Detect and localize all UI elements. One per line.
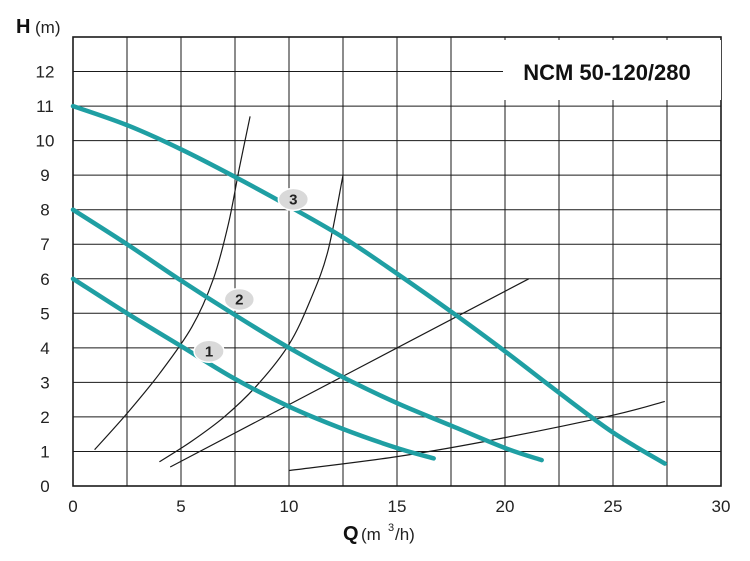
y-tick-label: 6 [40, 270, 49, 289]
x-tick-label: 5 [176, 497, 185, 516]
system-curve-2 [159, 175, 344, 463]
curve-label-badge-3 [277, 187, 310, 212]
curve-label-2: 2 [235, 291, 243, 308]
curve-label-1: 1 [205, 343, 213, 360]
curve-labels: 1 2 3 [193, 187, 310, 364]
y-tick-label: 9 [40, 166, 49, 185]
curve-label-3: 3 [289, 191, 297, 208]
curve-label-badge-1 [193, 339, 225, 364]
x-tick-label: 20 [496, 497, 515, 516]
y-tick-label: 5 [40, 304, 49, 323]
x-tick-label: 25 [604, 497, 623, 516]
system-curves [94, 116, 665, 472]
y-tick-label: 4 [40, 339, 49, 358]
system-curve-1 [94, 116, 251, 451]
x-axis-title: Q (m 3 /h) [343, 522, 415, 545]
y-tick-label: 10 [36, 132, 55, 151]
pump-curve-2 [70, 207, 544, 463]
y-tick-label: 11 [36, 97, 54, 116]
y-tick-label: 3 [40, 373, 49, 392]
x-tick-label: 0 [68, 497, 77, 516]
x-axis-unit-open: (m [361, 525, 381, 544]
y-axis-unit: (m) [35, 18, 60, 37]
x-axis-unit-close: /h) [395, 525, 415, 544]
curve-label-badge-2 [223, 287, 256, 312]
y-tick-label: 1 [40, 442, 49, 461]
y-tick-label: 12 [36, 63, 55, 82]
system-curve-3 [169, 278, 530, 468]
y-tick-label: 8 [40, 201, 49, 220]
y-axis-symbol: H [16, 16, 30, 38]
y-axis-title: H (m) [16, 16, 60, 38]
y-tick-label: 0 [40, 477, 49, 496]
pump-curves [70, 103, 668, 466]
x-tick-label: 10 [280, 497, 299, 516]
y-tick-label: 2 [40, 408, 49, 427]
x-axis-unit-superscript: 3 [388, 522, 394, 534]
pump-curve-1 [70, 276, 436, 461]
x-tick-label: 15 [388, 497, 407, 516]
pump-curve-3 [70, 103, 668, 466]
title-box [503, 40, 721, 100]
chart-title: NCM 50-120/280 [523, 60, 691, 85]
x-axis-symbol: Q [343, 523, 359, 545]
x-tick-label: 30 [712, 497, 731, 516]
grid [72, 36, 722, 487]
plot-frame [72, 36, 722, 487]
system-curve-4 [288, 400, 665, 472]
y-tick-label: 7 [40, 235, 49, 254]
